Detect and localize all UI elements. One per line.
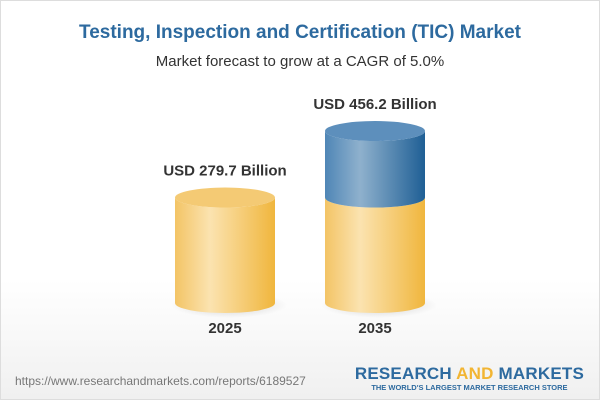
chart-title: Testing, Inspection and Certification (T… <box>79 22 521 43</box>
source-url[interactable]: https://www.researchandmarkets.com/repor… <box>15 374 306 388</box>
cylinder-growth-segment <box>325 131 425 208</box>
category-label: 2025 <box>208 320 241 337</box>
data-label: USD 279.7 Billion <box>163 163 286 180</box>
chart-subtitle: Market forecast to grow at a CAGR of 5.0… <box>155 53 445 70</box>
logo-tagline: THE WORLD'S LARGEST MARKET RESEARCH STOR… <box>371 383 568 392</box>
logo-text-research: RESEARCH <box>354 364 457 383</box>
cylinder-top <box>325 121 425 142</box>
logo-text-and: AND <box>456 364 494 383</box>
research-and-markets-logo: RESEARCH AND MARKETS THE WORLD'S LARGEST… <box>355 365 584 393</box>
cylinder-base-segment <box>325 197 425 313</box>
category-label: 2035 <box>358 320 391 337</box>
cylinder-base-segment <box>175 197 275 313</box>
data-label: USD 456.2 Billion <box>313 96 436 113</box>
cylinder-top <box>175 187 275 208</box>
logo-text-markets: MARKETS <box>493 364 584 383</box>
